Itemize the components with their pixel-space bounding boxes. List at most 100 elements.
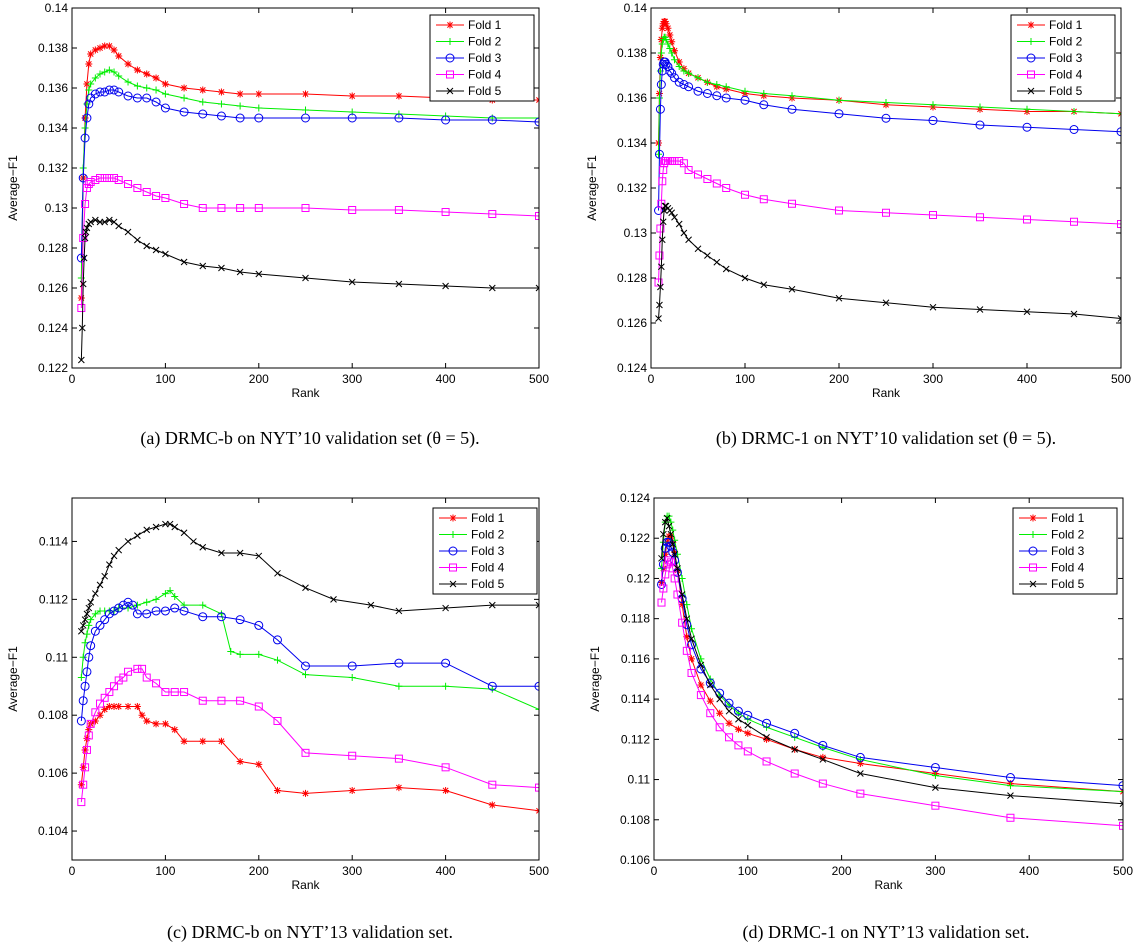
data-point [105,66,113,74]
data-point [657,598,666,607]
data-point [82,745,91,754]
data-point [166,520,174,528]
data-point [788,285,796,293]
data-point [665,556,674,565]
data-point [656,54,664,61]
data-point [152,192,161,200]
data-point [161,194,170,202]
legend: Fold 1 Fold 2 Fold 3 Fold 4 Fold 5 [1012,507,1118,595]
y-tick-label: 0.126 [38,281,68,295]
data-point [85,726,93,734]
data-point [706,681,714,689]
data-point [976,306,984,313]
data-point [1119,788,1123,796]
data-point [1119,821,1123,830]
legend-marker [449,580,457,588]
data-point [227,647,235,655]
data-point [658,177,667,186]
data-point [236,90,244,98]
x-tick-label: 500 [1113,864,1133,878]
data-point [114,676,123,685]
data-point [535,212,539,220]
data-point [394,754,403,763]
data-point [78,324,86,332]
data-point [760,281,768,289]
data-point [301,661,310,671]
y-tick-label: 0.104 [38,824,68,838]
data-point [395,784,403,792]
x-tick-label: 100 [155,864,175,878]
data-point [535,284,539,292]
data-point [929,101,937,109]
data-point [123,597,133,607]
data-point [666,45,674,52]
y-tick-label: 0.108 [620,813,650,827]
data-point [696,691,705,700]
figure-caption: (c) DRMC-b on NYT’13 validation set. [167,922,453,943]
data-point [77,798,86,807]
data-point [104,609,114,619]
data-point [81,124,89,132]
data-point [115,546,123,554]
y-tick-label: 0.136 [617,91,647,105]
data-point [655,104,665,114]
data-point [171,592,179,600]
data-point [657,49,665,57]
legend-label: Fold 1 [471,511,505,525]
series-line [80,590,539,710]
data-point [124,180,133,188]
data-point [488,801,496,809]
series-fold-5 [655,202,1121,322]
data-point [790,728,800,738]
data-point [199,262,207,270]
data-point [678,574,686,582]
chart-panel-4: 0 100 200 300 400 500 0.106 0.108 0.11 0.112 0.114… [588,491,1133,943]
data-point [105,174,114,182]
data-point [91,610,99,618]
data-point [81,114,89,122]
data-point [347,113,357,123]
data-point [661,59,671,69]
data-point [104,85,114,95]
data-point [91,717,99,725]
data-point [733,706,743,716]
data-point [882,299,890,307]
data-point [660,530,667,538]
y-tick-label: 0.114 [621,692,650,706]
data-point [721,93,731,103]
data-point [684,82,694,92]
data-point [114,176,123,184]
data-point [77,627,85,635]
data-point [759,195,768,204]
x-axis-label: Rank [872,386,901,400]
data-point [685,236,692,244]
data-point [664,24,672,32]
data-point [80,681,90,691]
legend-label: Fold 5 [471,577,505,591]
data-point [199,86,207,94]
data-point [161,80,169,88]
x-tick-label: 100 [738,864,758,878]
data-point [724,698,734,708]
legend-label: Fold 5 [1049,84,1083,98]
data-point [680,229,688,237]
data-point [856,789,865,798]
y-tick-label: 0.126 [617,316,647,330]
data-point [110,682,119,691]
legend-marker [1028,546,1038,556]
data-point [105,688,114,697]
data-point [348,674,356,682]
data-point [274,569,281,577]
y-tick-label: 0.136 [38,81,68,95]
data-point [725,719,733,727]
data-point [160,606,170,616]
data-point [91,74,99,82]
data-point [133,601,141,609]
data-point [179,606,189,616]
data-point [96,581,104,589]
data-point [143,526,151,534]
data-point [855,752,865,762]
data-point [190,538,197,545]
data-point [712,91,722,101]
data-point [76,253,86,263]
